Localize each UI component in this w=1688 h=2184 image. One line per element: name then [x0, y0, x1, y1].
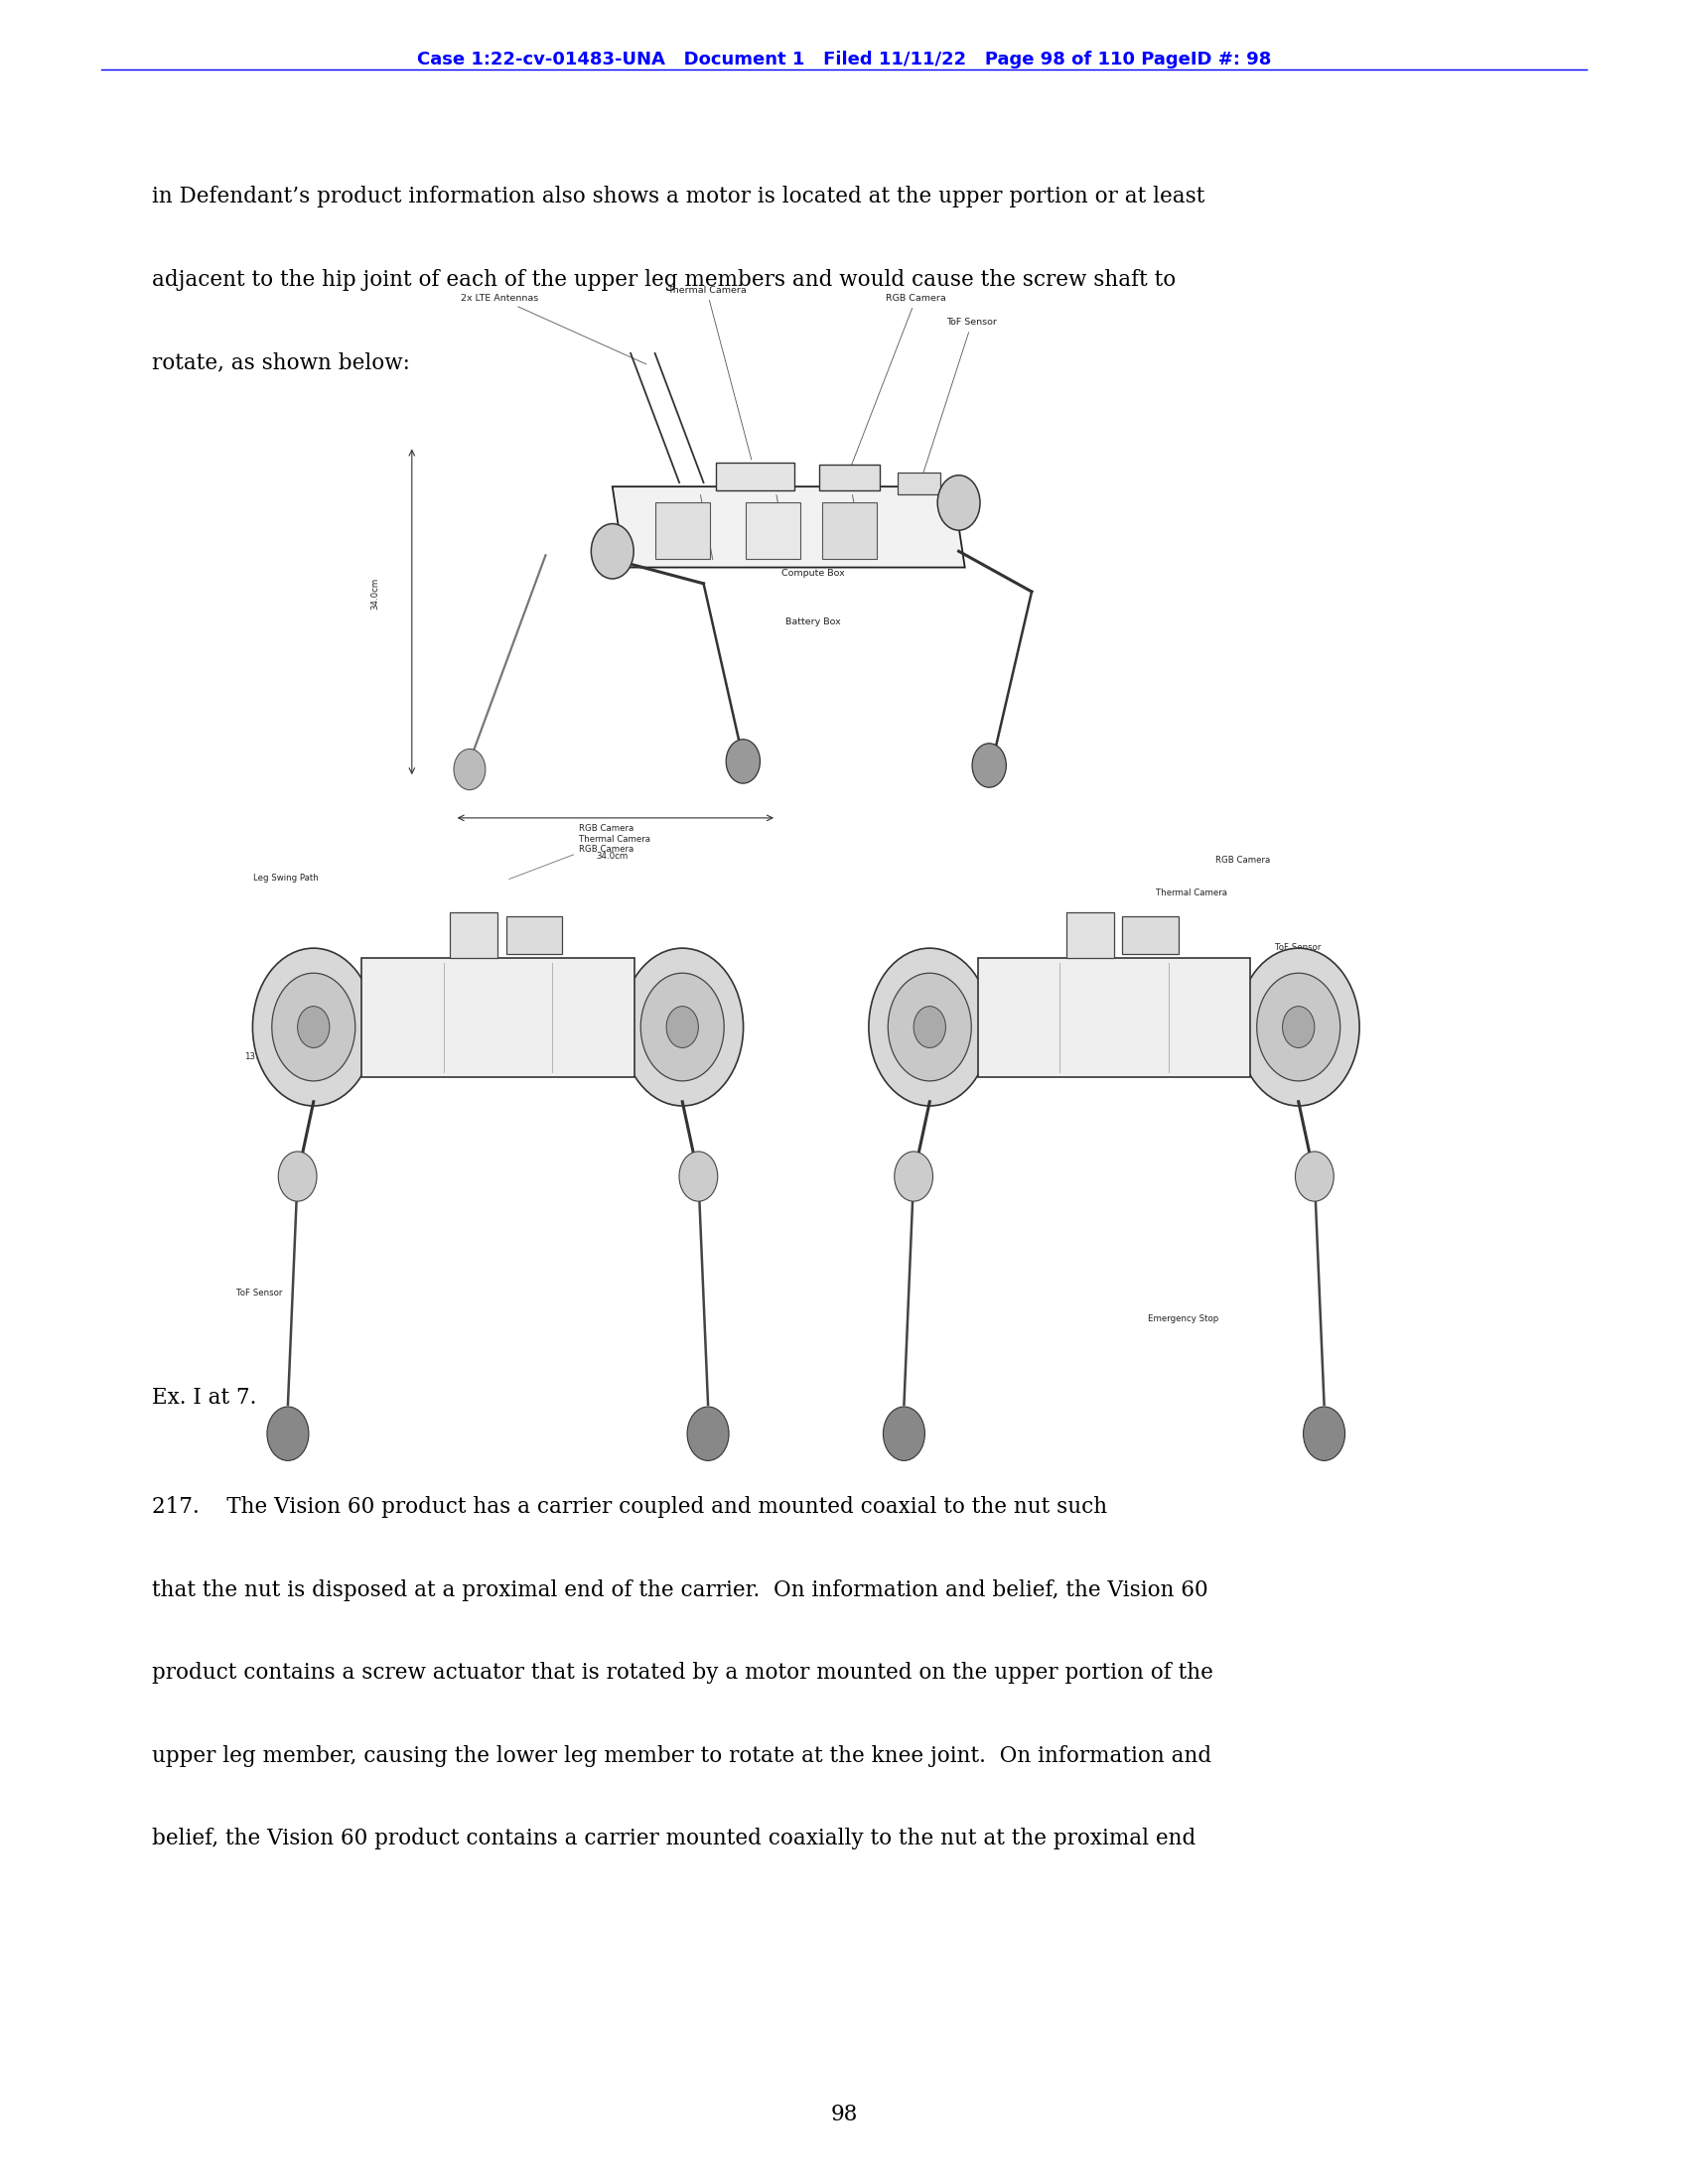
Text: product contains a screw actuator that is rotated by a motor mounted on the uppe: product contains a screw actuator that i…: [152, 1662, 1214, 1684]
Circle shape: [972, 743, 1006, 788]
Text: upper leg member, causing the lower leg member to rotate at the knee joint.  On : upper leg member, causing the lower leg …: [152, 1745, 1212, 1767]
Circle shape: [883, 1406, 925, 1461]
Circle shape: [1237, 948, 1359, 1105]
Text: Compute Box: Compute Box: [782, 568, 844, 577]
Text: 34.0cm: 34.0cm: [371, 579, 380, 609]
Text: 13.0cm: 13.0cm: [245, 1053, 277, 1061]
Text: Battery Box: Battery Box: [785, 618, 841, 627]
Bar: [977, 959, 1251, 1077]
Text: ToF Sensor: ToF Sensor: [1274, 943, 1320, 952]
Text: Case 1:22-cv-01483-UNA   Document 1   Filed 11/11/22   Page 98 of 110 PageID #: : Case 1:22-cv-01483-UNA Document 1 Filed …: [417, 50, 1271, 68]
Bar: [655, 502, 709, 559]
Circle shape: [267, 1406, 309, 1461]
Text: RGB Camera
Thermal Camera
RGB Camera: RGB Camera Thermal Camera RGB Camera: [510, 823, 650, 880]
Text: that the nut is disposed at a proximal end of the carrier.  On information and b: that the nut is disposed at a proximal e…: [152, 1579, 1209, 1601]
Text: in Defendant’s product information also shows a motor is located at the upper po: in Defendant’s product information also …: [152, 186, 1205, 207]
Circle shape: [687, 1406, 729, 1461]
Text: belief, the Vision 60 product contains a carrier mounted coaxially to the nut at: belief, the Vision 60 product contains a…: [152, 1828, 1195, 1850]
Circle shape: [869, 948, 991, 1105]
Text: rotate, as shown below:: rotate, as shown below:: [152, 352, 410, 373]
Text: Ex. I at 7.: Ex. I at 7.: [152, 1387, 257, 1409]
Circle shape: [895, 1151, 933, 1201]
Circle shape: [679, 1151, 717, 1201]
Bar: [1067, 913, 1114, 959]
Bar: [746, 502, 800, 559]
Circle shape: [726, 740, 760, 784]
Text: adjacent to the hip joint of each of the upper leg members and would cause the s: adjacent to the hip joint of each of the…: [152, 269, 1177, 290]
Circle shape: [591, 524, 633, 579]
Circle shape: [937, 476, 981, 531]
Bar: [449, 913, 498, 959]
Circle shape: [1283, 1007, 1315, 1048]
Text: Thermal Camera: Thermal Camera: [1156, 889, 1227, 898]
Text: Thermal Camera: Thermal Camera: [667, 286, 751, 459]
Circle shape: [888, 974, 971, 1081]
Circle shape: [454, 749, 486, 791]
Circle shape: [641, 974, 724, 1081]
Bar: [361, 959, 635, 1077]
Text: 217.    The Vision 60 product has a carrier coupled and mounted coaxial to the n: 217. The Vision 60 product has a carrier…: [152, 1496, 1107, 1518]
Circle shape: [1303, 1406, 1345, 1461]
Text: ToF Sensor: ToF Sensor: [917, 319, 998, 491]
Circle shape: [279, 1151, 317, 1201]
Text: RGB Camera: RGB Camera: [1215, 856, 1269, 865]
Circle shape: [253, 948, 375, 1105]
Text: Emergency Stop: Emergency Stop: [1148, 1315, 1219, 1324]
Text: ToF Sensor: ToF Sensor: [236, 1289, 282, 1297]
Bar: [898, 472, 940, 496]
Text: RGB Camera: RGB Camera: [851, 295, 947, 467]
Circle shape: [621, 948, 743, 1105]
Bar: [506, 917, 562, 954]
Circle shape: [667, 1007, 699, 1048]
Bar: [1123, 917, 1178, 954]
Bar: [716, 463, 795, 491]
Text: Leg Swing Path: Leg Swing Path: [253, 874, 319, 882]
Circle shape: [1295, 1151, 1334, 1201]
Bar: [819, 465, 879, 491]
Polygon shape: [613, 487, 966, 568]
Text: 34.0cm: 34.0cm: [596, 852, 628, 860]
Circle shape: [272, 974, 354, 1081]
Bar: [822, 502, 876, 559]
Circle shape: [297, 1007, 329, 1048]
Text: 2x LTE Antennas: 2x LTE Antennas: [461, 295, 647, 365]
Circle shape: [1258, 974, 1340, 1081]
Text: 98: 98: [830, 2103, 858, 2125]
Circle shape: [913, 1007, 945, 1048]
